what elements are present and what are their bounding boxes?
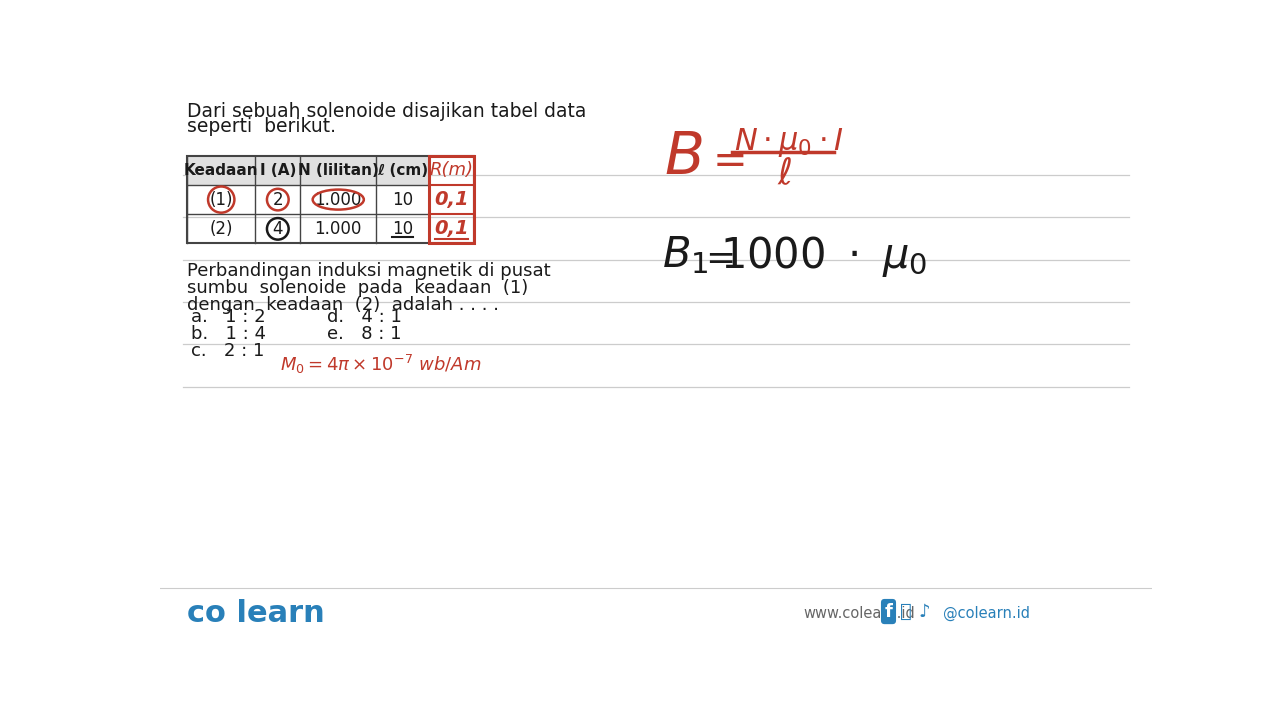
Text: 1.000: 1.000: [315, 220, 362, 238]
Text: $N \cdot \mu_0 \cdot I$: $N \cdot \mu_0 \cdot I$: [733, 127, 844, 159]
Text: (2): (2): [210, 220, 233, 238]
Text: e.   8 : 1: e. 8 : 1: [326, 325, 401, 343]
Text: 1.000: 1.000: [315, 191, 362, 209]
Text: $1000\ \cdot\ \mu_0$: $1000\ \cdot\ \mu_0$: [719, 234, 927, 279]
Text: $=$: $=$: [704, 138, 745, 180]
Text: a.   1 : 2: a. 1 : 2: [191, 308, 266, 326]
Text: www.colearn.id: www.colearn.id: [804, 606, 915, 621]
Text: $M_0 = 4\pi \times 10^{-7}\ wb/Am$: $M_0 = 4\pi \times 10^{-7}\ wb/Am$: [280, 353, 481, 376]
Bar: [160, 587, 1152, 641]
Text: ♪: ♪: [919, 603, 929, 621]
Text: Keadaan: Keadaan: [184, 163, 259, 178]
Text: co learn: co learn: [187, 599, 325, 629]
Text: 2: 2: [273, 191, 283, 209]
Text: 0,1: 0,1: [434, 190, 468, 209]
Text: R(m): R(m): [429, 161, 474, 179]
Text: Dari sebuah solenoide disajikan tabel data: Dari sebuah solenoide disajikan tabel da…: [187, 102, 586, 121]
Text: 10: 10: [392, 220, 413, 238]
Text: f: f: [884, 603, 892, 621]
Text: @colearn.id: @colearn.id: [943, 606, 1029, 621]
Text: Perbandingan induksi magnetik di pusat: Perbandingan induksi magnetik di pusat: [187, 262, 550, 280]
Text: c.   2 : 1: c. 2 : 1: [191, 342, 265, 360]
Text: I (A): I (A): [260, 163, 296, 178]
Bar: [187, 156, 474, 243]
Text: 4: 4: [273, 220, 283, 238]
Text: 10: 10: [392, 191, 413, 209]
Text: ⓘ: ⓘ: [900, 602, 913, 621]
Bar: [429, 156, 474, 243]
Text: N (lilitan): N (lilitan): [298, 163, 379, 178]
Text: 0,1: 0,1: [434, 220, 468, 238]
Text: sumbu  solenoide  pada  keadaan  (1): sumbu solenoide pada keadaan (1): [187, 279, 529, 297]
Text: $=$: $=$: [698, 240, 733, 274]
Text: $B$: $B$: [664, 129, 703, 186]
Text: seperti  berikut.: seperti berikut.: [187, 117, 337, 136]
Bar: [187, 156, 429, 185]
Text: dengan  keadaan  (2)  adalah . . . .: dengan keadaan (2) adalah . . . .: [187, 296, 499, 314]
Text: $\ell$: $\ell$: [777, 157, 792, 192]
Text: $B_1$: $B_1$: [662, 234, 709, 276]
Text: b.   1 : 4: b. 1 : 4: [191, 325, 266, 343]
Text: ℓ (cm): ℓ (cm): [378, 163, 428, 178]
Text: (1): (1): [210, 191, 233, 209]
Text: d.   4 : 1: d. 4 : 1: [326, 308, 402, 326]
